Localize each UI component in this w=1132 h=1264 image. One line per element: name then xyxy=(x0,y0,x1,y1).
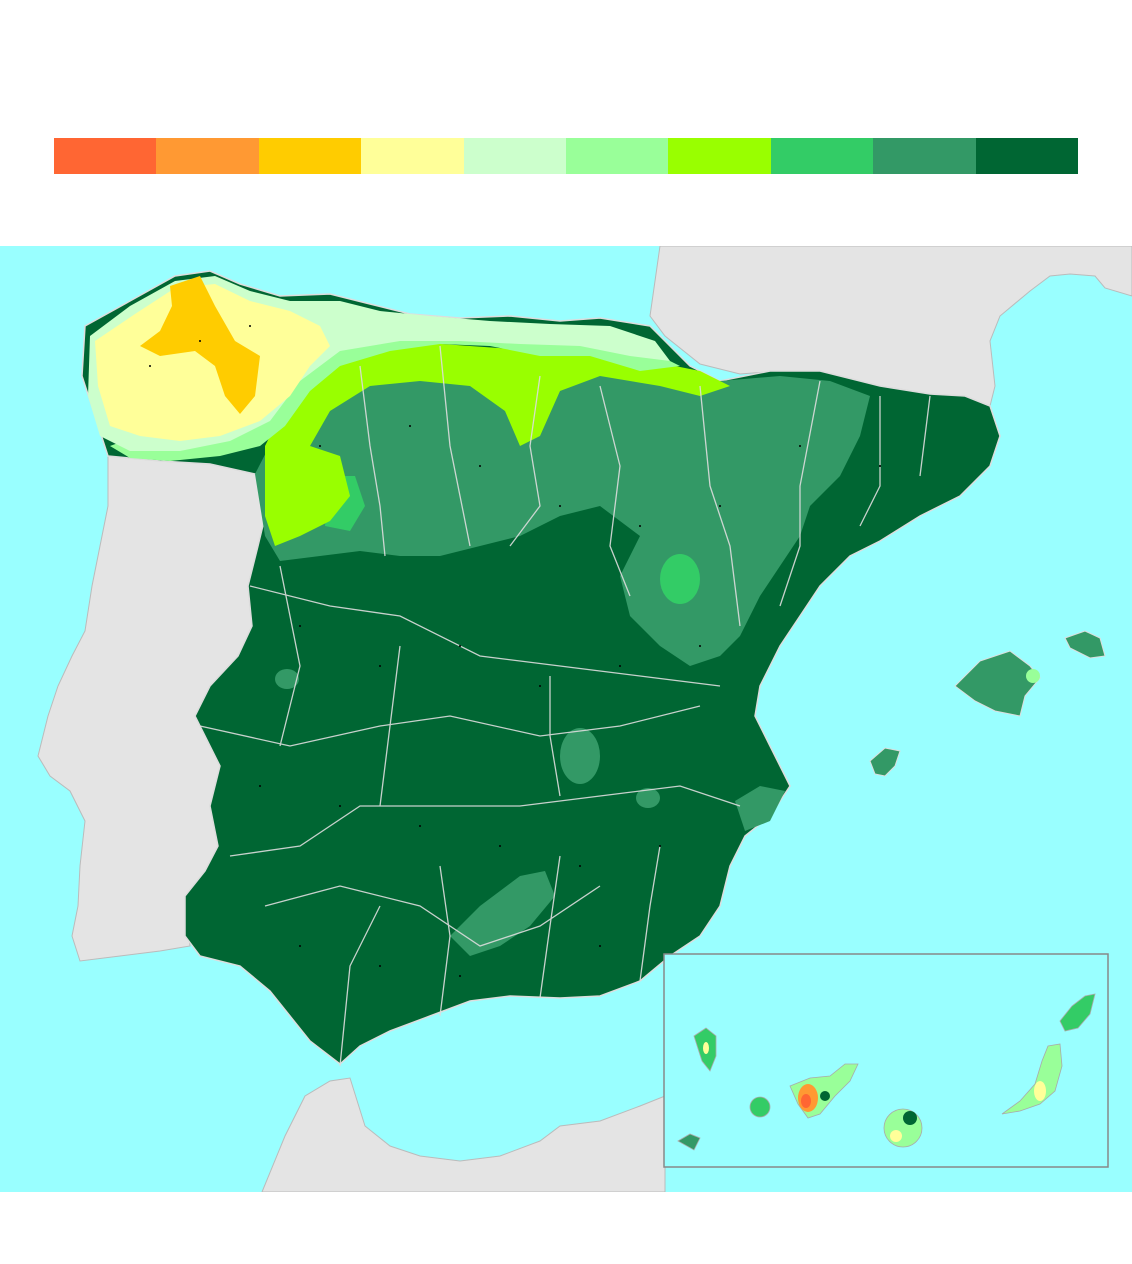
legend-swatch-5 xyxy=(463,138,567,174)
region-ffcc00 xyxy=(140,276,260,414)
legend-swatch-2 xyxy=(156,138,259,174)
station-dots xyxy=(149,325,881,977)
color-legend xyxy=(54,138,1079,174)
legend-swatch-4 xyxy=(361,138,464,174)
region-339966-south xyxy=(450,871,555,956)
africa-landmass xyxy=(261,1077,666,1192)
legend-swatch-6 xyxy=(566,138,669,174)
region-339966-north xyxy=(255,341,870,666)
legend-swatch-1 xyxy=(54,138,157,174)
legend-swatch-9 xyxy=(873,138,976,174)
menorca xyxy=(1064,630,1106,659)
legend-swatch-8 xyxy=(770,138,874,174)
spain-map xyxy=(0,246,1132,1192)
legend-swatch-10 xyxy=(975,138,1079,174)
legend-swatch-3 xyxy=(258,138,362,174)
province-borders xyxy=(199,345,931,1067)
ibiza xyxy=(869,747,901,777)
region-339966-center xyxy=(560,728,600,784)
canary-islands-inset xyxy=(663,953,1109,1168)
region-99ff00 xyxy=(265,341,730,546)
france-landmass xyxy=(649,246,1132,407)
legend-swatch-7 xyxy=(668,138,771,174)
mallorca xyxy=(954,650,1041,717)
